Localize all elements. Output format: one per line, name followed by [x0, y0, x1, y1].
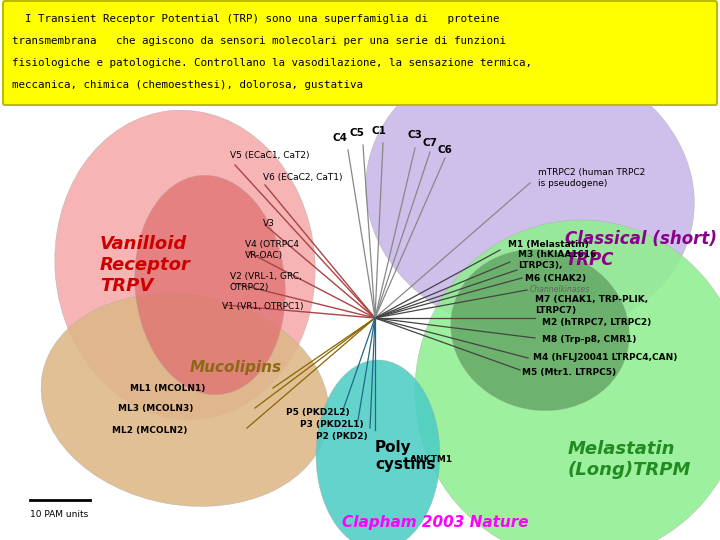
Text: C3: C3 [408, 130, 423, 140]
Ellipse shape [41, 294, 329, 507]
Text: M5 (Mtr1. LTRPC5): M5 (Mtr1. LTRPC5) [522, 368, 616, 376]
Text: M2 (hTRPC7, LTRPC2): M2 (hTRPC7, LTRPC2) [542, 318, 652, 327]
Text: ANKTM1: ANKTM1 [410, 456, 454, 464]
Text: P2 (PKD2): P2 (PKD2) [316, 433, 368, 442]
Text: ML3 (MCOLN3): ML3 (MCOLN3) [118, 403, 194, 413]
Text: V1 (VR1, OTRPC1): V1 (VR1, OTRPC1) [222, 301, 304, 310]
Text: C7: C7 [423, 138, 438, 148]
Text: C1: C1 [372, 126, 387, 136]
Text: M8 (Trp-p8, CMR1): M8 (Trp-p8, CMR1) [542, 335, 636, 345]
Text: V5 (ECaC1, CaT2): V5 (ECaC1, CaT2) [230, 151, 310, 160]
Text: M1 (Melastatin): M1 (Melastatin) [508, 240, 589, 249]
Text: ML2 (MCOLN2): ML2 (MCOLN2) [112, 426, 187, 435]
Text: mTRPC2 (human TRPC2
is pseudogene): mTRPC2 (human TRPC2 is pseudogene) [538, 168, 645, 188]
Text: ML1 (MCOLN1): ML1 (MCOLN1) [130, 383, 205, 393]
Text: I Transient Receptor Potential (TRP) sono una superfamiglia di   proteine: I Transient Receptor Potential (TRP) son… [12, 14, 500, 24]
Text: C5: C5 [350, 128, 364, 138]
Text: C4: C4 [333, 133, 348, 143]
Text: M7 (CHAK1, TRP-PLIK,
LTRPC7): M7 (CHAK1, TRP-PLIK, LTRPC7) [535, 295, 648, 315]
Text: Melastatin
(Long)TRPM: Melastatin (Long)TRPM [568, 440, 691, 479]
Text: Vanilloid
Receptor
TRPV: Vanilloid Receptor TRPV [100, 235, 191, 295]
Text: M4 (hFLJ20041 LTRPC4,CAN): M4 (hFLJ20041 LTRPC4,CAN) [533, 354, 678, 362]
Text: Classical (short)
TRPC: Classical (short) TRPC [565, 230, 717, 269]
Text: P5 (PKD2L2): P5 (PKD2L2) [286, 408, 350, 416]
Text: V6 (ECaC2, CaT1): V6 (ECaC2, CaT1) [263, 173, 343, 182]
Text: fisiologiche e patologiche. Controllano la vasodilazione, la sensazione termica,: fisiologiche e patologiche. Controllano … [12, 58, 532, 68]
Text: Clapham 2003 Nature: Clapham 2003 Nature [342, 515, 528, 530]
Text: 10 PAM units: 10 PAM units [30, 510, 89, 519]
Text: Mucolipins: Mucolipins [190, 360, 282, 375]
Text: V3: V3 [263, 219, 275, 227]
Text: transmembrana   che agiscono da sensori molecolari per una serie di funzioni: transmembrana che agiscono da sensori mo… [12, 36, 506, 46]
Text: M6 (CHAK2): M6 (CHAK2) [525, 273, 586, 282]
Text: C6: C6 [438, 145, 452, 155]
Text: Channelkinases: Channelkinases [530, 286, 590, 294]
Text: meccanica, chimica (chemoesthesi), dolorosa, gustativa: meccanica, chimica (chemoesthesi), dolor… [12, 80, 363, 90]
Text: P3 (PKD2L1): P3 (PKD2L1) [300, 421, 364, 429]
FancyBboxPatch shape [3, 1, 717, 105]
Text: V2 (VRL-1, GRC,
OTRPC2): V2 (VRL-1, GRC, OTRPC2) [230, 272, 302, 292]
Ellipse shape [415, 220, 720, 540]
Ellipse shape [451, 249, 629, 411]
Text: V4 (OTRPC4
VR-OAC): V4 (OTRPC4 VR-OAC) [245, 240, 299, 260]
Ellipse shape [316, 360, 440, 540]
Ellipse shape [366, 54, 694, 336]
Text: M3 (hKIAA1616
LTRPC3),: M3 (hKIAA1616 LTRPC3), [518, 251, 596, 269]
Text: Poly
cystins: Poly cystins [375, 440, 436, 472]
Ellipse shape [55, 110, 315, 420]
Ellipse shape [135, 175, 285, 395]
